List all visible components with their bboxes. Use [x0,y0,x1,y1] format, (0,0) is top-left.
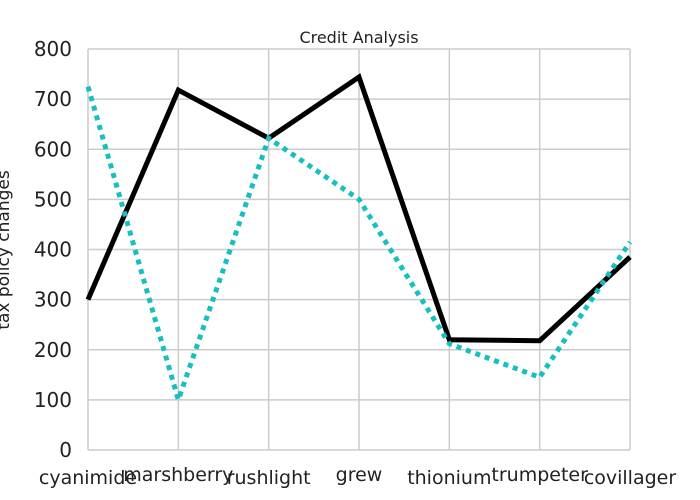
y-axis-label: tax policy changes [0,170,14,330]
y-tick-label: 400 [34,238,72,262]
x-tick-label: rushlight [227,467,311,489]
y-tick-label: 600 [34,137,72,161]
y-tick-label: 100 [34,388,72,412]
x-tick-label: marshberry [123,464,233,486]
x-tick-label: grew [336,464,383,486]
y-tick-label: 700 [34,87,72,111]
y-tick-label: 0 [59,438,72,462]
x-tick-label: trumpeter [491,464,588,486]
chart-title: Credit Analysis [299,28,418,47]
y-tick-label: 500 [34,187,72,211]
series-lines [85,73,633,409]
y-tick-label: 200 [34,338,72,362]
x-tick-label: thionium [407,467,491,489]
x-tick-label: cyanimide [39,467,137,489]
y-tick-label: 300 [34,288,72,312]
y-tick-label: 800 [34,37,72,61]
y-tick-labels: 0 100 200 300 400 500 600 700 800 [34,37,72,462]
x-tick-label: covillager [584,467,677,489]
